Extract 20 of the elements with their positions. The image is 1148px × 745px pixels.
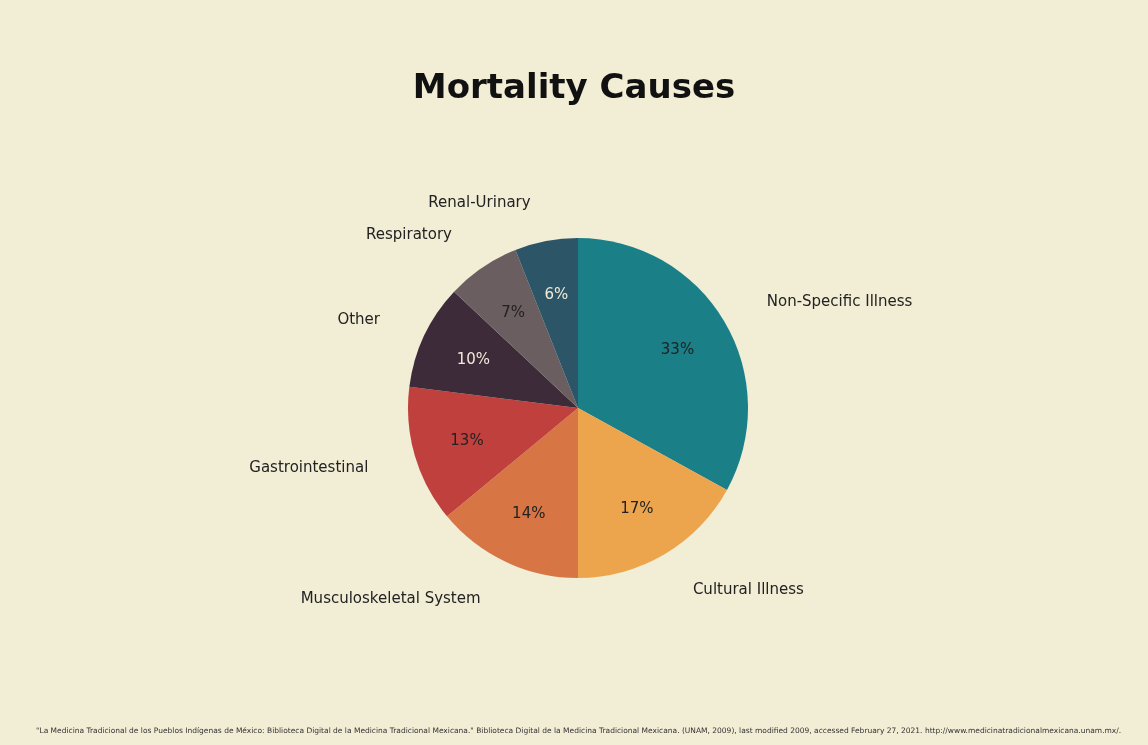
pie-slice — [447, 408, 578, 578]
data-label: 6% — [544, 285, 569, 304]
data-label: 17% — [620, 498, 654, 517]
slice-label: Non-Specific Illness — [766, 292, 913, 311]
data-label: 14% — [512, 503, 546, 522]
data-label: 13% — [450, 431, 484, 450]
slice-label: Gastrointestinal — [249, 457, 369, 476]
data-label: 10% — [456, 349, 491, 368]
slice-label: Respiratory — [366, 225, 453, 244]
pie-slice — [578, 238, 748, 490]
data-label: 33% — [660, 340, 695, 359]
slice-label: Renal-Urinary — [428, 192, 531, 211]
slice-label: Musculoskeletal System — [300, 589, 481, 608]
pie-slice — [578, 408, 727, 578]
pie-slice — [454, 249, 578, 408]
pie-slice — [408, 386, 578, 517]
data-label: 7% — [501, 303, 525, 322]
slice-label: Other — [337, 309, 381, 328]
chart-title: Mortality Causes — [412, 66, 736, 106]
slice-label: Cultural Illness — [692, 579, 805, 598]
